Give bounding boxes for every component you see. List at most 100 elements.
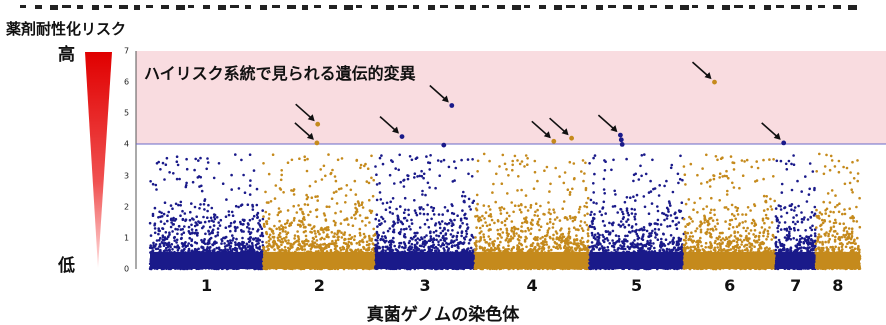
data-point [564, 171, 567, 174]
data-point [316, 216, 319, 219]
data-point [413, 176, 416, 179]
data-point [413, 236, 416, 239]
data-point [269, 234, 272, 237]
data-point [341, 236, 344, 239]
data-point [467, 158, 470, 161]
data-point [403, 217, 406, 220]
data-point [442, 230, 445, 233]
data-point [455, 238, 458, 241]
data-point [161, 227, 164, 230]
data-point [158, 245, 161, 248]
data-point [321, 178, 324, 181]
data-point [584, 221, 587, 224]
data-point [418, 248, 421, 251]
data-point [194, 158, 197, 161]
data-point [587, 235, 590, 238]
data-point [337, 159, 340, 162]
data-point [574, 216, 577, 219]
data-point [400, 228, 403, 231]
data-point [228, 214, 231, 217]
data-point [463, 214, 466, 217]
data-point [487, 235, 490, 238]
data-point [439, 239, 442, 242]
data-point [555, 238, 558, 241]
data-point [364, 235, 367, 238]
data-point [155, 184, 158, 187]
data-point [256, 239, 259, 242]
data-point [350, 216, 353, 219]
data-point [163, 213, 166, 216]
data-point [448, 243, 451, 246]
data-point [292, 190, 295, 193]
data-point [584, 214, 587, 217]
data-point [456, 235, 459, 238]
data-point [533, 237, 536, 240]
data-point [292, 243, 295, 246]
data-point [461, 209, 464, 212]
data-point [425, 234, 428, 237]
data-point [267, 201, 270, 204]
data-point [249, 240, 252, 243]
data-point [364, 224, 367, 227]
data-point [285, 233, 288, 236]
data-point [312, 237, 315, 240]
data-point [206, 157, 209, 160]
data-point [505, 228, 508, 231]
data-point [513, 235, 516, 238]
data-point [527, 227, 530, 230]
data-point [374, 247, 377, 250]
data-point [569, 191, 572, 194]
data-point [268, 213, 271, 216]
data-point [168, 171, 171, 174]
data-point [572, 216, 575, 219]
data-point [468, 198, 471, 201]
data-point [247, 222, 250, 225]
data-point [506, 212, 509, 215]
data-point [268, 227, 271, 230]
data-point [159, 249, 162, 252]
data-point [414, 172, 417, 175]
data-point [251, 218, 254, 221]
data-point [291, 246, 294, 249]
data-point [479, 216, 482, 219]
data-point [205, 249, 208, 252]
data-point [485, 241, 488, 244]
data-point [359, 167, 362, 170]
data-point [372, 248, 375, 251]
data-point [309, 185, 312, 188]
data-point [149, 180, 152, 183]
data-point [474, 249, 477, 252]
data-point [525, 194, 528, 197]
data-point [378, 219, 381, 222]
data-point [536, 239, 539, 242]
data-point [516, 189, 519, 192]
data-point [471, 175, 474, 178]
data-point [191, 249, 194, 252]
data-point [249, 153, 252, 156]
data-point [265, 211, 268, 214]
data-point [341, 157, 344, 160]
data-point [498, 247, 501, 250]
data-point [432, 237, 435, 240]
data-point [380, 154, 383, 157]
data-point [249, 237, 252, 240]
data-point [340, 222, 343, 225]
data-point [230, 174, 233, 177]
data-point [379, 239, 382, 242]
data-point [464, 195, 467, 198]
data-point [164, 249, 167, 252]
chromosome-band [150, 252, 263, 269]
data-point [511, 169, 514, 172]
data-point [317, 230, 320, 233]
data-point [524, 240, 527, 243]
data-point [541, 236, 544, 239]
data-point [234, 153, 237, 156]
data-point [433, 207, 436, 210]
data-point [353, 238, 356, 241]
data-point [530, 227, 533, 230]
data-point [368, 182, 371, 185]
data-point [200, 239, 203, 242]
data-point [360, 164, 363, 167]
data-point [359, 232, 362, 235]
data-point [227, 249, 230, 252]
